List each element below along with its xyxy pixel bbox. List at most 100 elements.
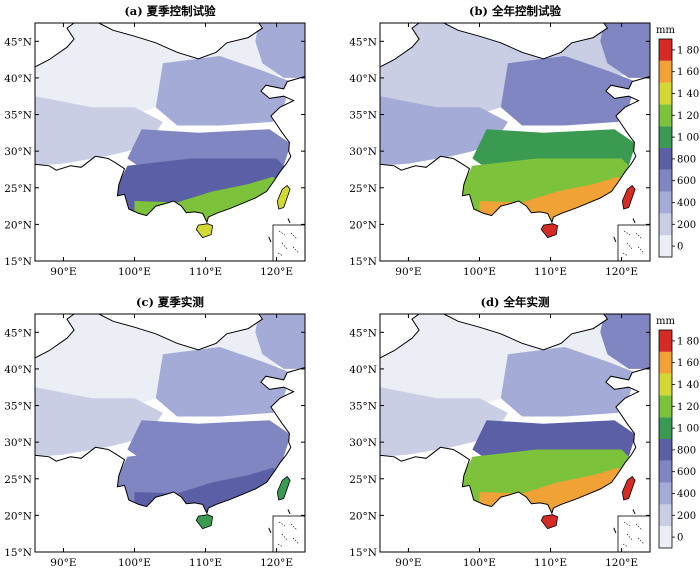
island-dash: [268, 527, 272, 534]
inset-mark: [277, 252, 284, 257]
lat-label: 45°N: [4, 327, 32, 339]
island-dash: [632, 509, 636, 515]
lon-label: 90°E: [50, 557, 76, 569]
island-dash: [613, 236, 617, 243]
hainan-island: [540, 223, 559, 239]
colorbar-label: 1 800: [677, 45, 700, 56]
taiwan-island: [621, 476, 636, 501]
lon-label: 90°E: [395, 266, 421, 278]
colorbar-label: 1 000: [677, 133, 700, 144]
colorbar-swatch: [659, 482, 672, 505]
lon-label: 90°E: [395, 557, 421, 569]
lat-label: 35°N: [349, 110, 377, 122]
colorbar-swatch: [659, 526, 672, 548]
panel-title: (a) 夏季控制试验: [124, 4, 216, 18]
lon-label: 100°E: [118, 557, 151, 569]
inset-mark: [292, 246, 300, 254]
lat-label: 15°N: [4, 547, 32, 559]
region-north: [155, 56, 291, 126]
colorbar-swatch: [659, 439, 672, 461]
colorbar-label: 1 200: [677, 111, 700, 122]
inset-mark: [623, 521, 631, 527]
taiwan-island: [621, 185, 636, 210]
lon-label: 120°E: [260, 557, 293, 569]
lat-label: 25°N: [4, 183, 32, 195]
colorbar: mm 0 200 400 600 800 1 000 1 200 1 400 1 600 1 800: [656, 316, 700, 549]
colorbar-label: 1 000: [677, 424, 700, 435]
island-dash: [287, 509, 291, 515]
colorbar-label: 200: [677, 511, 696, 522]
inset-mark: [290, 523, 298, 531]
south-china-sea-inset: [272, 224, 306, 262]
map-frame: [379, 22, 651, 262]
lat-label: 30°N: [4, 437, 32, 449]
lat-label: 15°N: [349, 256, 377, 268]
colorbar-label: 1 400: [677, 380, 700, 391]
lon-label: 110°E: [534, 266, 567, 278]
lon-label: 90°E: [50, 266, 76, 278]
lon-label: 110°E: [189, 557, 222, 569]
inset-mark: [622, 252, 629, 257]
south-china-sea-inset: [617, 224, 651, 262]
region-southcoast: [479, 467, 636, 514]
lat-label: 25°N: [4, 474, 32, 486]
lon-label: 120°E: [260, 266, 293, 278]
lat-label: 45°N: [349, 36, 377, 48]
colorbar-label: 1 400: [677, 89, 700, 100]
colorbar-swatch: [659, 235, 672, 257]
colorbar-swatch: [659, 417, 672, 439]
inset-mark: [637, 537, 645, 545]
lon-label: 100°E: [118, 266, 151, 278]
colorbar-swatch: [659, 395, 672, 418]
colorbar-swatch: [659, 126, 672, 148]
inset-mark: [622, 543, 629, 548]
colorbar-swatch: [659, 191, 672, 214]
colorbar-unit: mm: [656, 25, 675, 36]
lat-label: 40°N: [4, 364, 32, 376]
hainan-island: [195, 223, 214, 239]
inset-mark: [292, 537, 300, 545]
map-frame: [34, 22, 306, 262]
inset-mark: [277, 543, 284, 548]
lat-label: 25°N: [349, 474, 377, 486]
inset-mark: [626, 242, 633, 250]
hainan-island: [540, 514, 559, 530]
colorbar-swatch: [659, 82, 672, 105]
lon-label: 120°E: [605, 266, 638, 278]
china-border: [379, 313, 651, 515]
lat-label: 35°N: [349, 401, 377, 413]
colorbar-swatch: [659, 351, 672, 374]
lat-label: 20°N: [349, 219, 377, 231]
lat-label: 20°N: [4, 219, 32, 231]
lon-label: 100°E: [463, 557, 496, 569]
lat-label: 45°N: [349, 327, 377, 339]
lon-label: 110°E: [534, 557, 567, 569]
colorbar-label: 1 600: [677, 358, 700, 369]
colorbar-swatch: [659, 460, 672, 483]
lat-label: 45°N: [4, 36, 32, 48]
inset-mark: [626, 533, 633, 541]
lat-label: 35°N: [4, 401, 32, 413]
inset-mark: [281, 242, 288, 250]
region-north: [500, 347, 636, 417]
china-border: [34, 313, 306, 515]
lon-label: 120°E: [605, 557, 638, 569]
region-southcoast: [134, 467, 291, 514]
lon-label: 100°E: [463, 266, 496, 278]
lat-label: 30°N: [4, 146, 32, 158]
panel-title: (d) 全年实测: [481, 295, 550, 309]
lat-label: 20°N: [4, 510, 32, 522]
island-dash: [268, 236, 272, 243]
inset-mark: [290, 232, 298, 240]
inset-mark: [635, 232, 643, 240]
colorbar-swatch: [659, 39, 672, 61]
inset-mark: [281, 533, 288, 541]
colorbar-label: 1 800: [677, 336, 700, 347]
region-north: [500, 56, 636, 126]
colorbar-label: 0: [677, 533, 683, 544]
lat-label: 40°N: [349, 73, 377, 85]
colorbar-label: 0: [677, 242, 683, 253]
colorbar-swatch: [659, 213, 672, 236]
colorbar-swatch: [659, 330, 672, 352]
map-frame: [34, 313, 306, 553]
